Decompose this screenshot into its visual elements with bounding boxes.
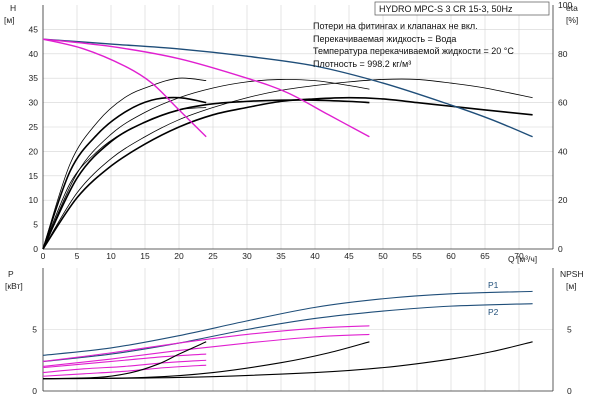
head-curve [42, 38, 370, 138]
note-temperature: Температура перекачиваемой жидкости = 20… [313, 46, 514, 56]
efficiency-tick-label: 60 [558, 98, 568, 108]
flow-tick-label: 0 [41, 251, 46, 261]
title-box [374, 1, 550, 16]
efficiency-curve [42, 96, 207, 250]
bottom-panel-tick-labels: 0 5 0 5 [32, 325, 572, 397]
flow-tick-label: 35 [276, 251, 286, 261]
flow-tick-label: 50 [378, 251, 388, 261]
head-tick-label: 40 [29, 49, 39, 59]
top-panel-grid [42, 5, 553, 250]
flow-tick-label: 30 [242, 251, 252, 261]
head-curves [42, 38, 533, 138]
power-curve [42, 325, 370, 363]
note-losses: Потери на фитингах и клапанах не вкл. [313, 21, 478, 31]
efficiency-tick-label: 40 [558, 146, 568, 156]
power-curve [42, 333, 370, 367]
top-panel-axes [42, 5, 554, 250]
head-tick-label: 10 [29, 195, 39, 205]
power-curve [42, 353, 207, 369]
bottom-panel-axes [42, 268, 554, 392]
npsh-curve [42, 341, 370, 380]
note-density: Плотность = 998.2 кг/м³ [313, 59, 411, 69]
head-tick-label: 20 [29, 146, 39, 156]
flow-tick-label: 55 [412, 251, 422, 261]
npsh-curve [42, 341, 533, 380]
head-curve [42, 38, 533, 138]
efficiency-tick-label: 0 [558, 244, 563, 254]
npsh-curves [42, 341, 533, 380]
top-panel-tick-labels: 0 5 10 15 20 25 30 35 40 45 50 55 60 65 70 0 5 10 15 20 25 30… [29, 0, 573, 261]
flow-tick-label: 15 [140, 251, 150, 261]
head-curve [42, 38, 207, 138]
head-tick-label: 45 [29, 24, 39, 34]
npsh-curve [42, 341, 207, 380]
flow-tick-label: 25 [208, 251, 218, 261]
power-tick-label: 0 [32, 386, 37, 396]
head-axis-name: H [10, 3, 16, 13]
note-liquid: Перекачиваемая жидкость = Вода [313, 34, 456, 44]
efficiency-curve [42, 96, 533, 250]
flow-tick-label: 10 [106, 251, 116, 261]
power-curve-p1 [42, 290, 533, 356]
flow-tick-label: 65 [480, 251, 490, 261]
power-curve [42, 359, 207, 374]
power-curves [42, 290, 533, 377]
efficiency-tick-label: 100 [558, 0, 572, 10]
power-curve-p2 [42, 303, 533, 363]
efficiency-axis-unit: [%] [566, 15, 578, 25]
p1-label: P1 [488, 280, 499, 290]
efficiency-tick-label: 20 [558, 195, 568, 205]
head-tick-label: 30 [29, 98, 39, 108]
npsh-axis-name: NPSH [560, 269, 584, 279]
p2-label: P2 [488, 307, 499, 317]
flow-tick-label: 5 [75, 251, 80, 261]
power-tick-label: 5 [32, 325, 37, 335]
head-tick-label: 5 [33, 220, 38, 230]
efficiency-axis-name: eta [566, 3, 578, 13]
head-tick-label: 25 [29, 122, 39, 132]
flow-tick-label: 40 [310, 251, 320, 261]
efficiency-curve [42, 77, 207, 250]
flow-axis-label: Q [м³/ч] [508, 254, 537, 264]
head-axis-unit: [м] [4, 15, 15, 25]
efficiency-curve [42, 99, 370, 250]
power-curve [42, 364, 207, 377]
flow-tick-label: 60 [446, 251, 456, 261]
chart-title: HYDRO MPC-S 3 CR 15-3, 50Hz [379, 4, 513, 14]
flow-tick-label: 70 [514, 251, 524, 261]
npsh-axis-unit: [м] [566, 281, 577, 291]
head-tick-label: 15 [29, 171, 39, 181]
head-tick-label: 35 [29, 73, 39, 83]
npsh-tick-label: 5 [567, 325, 572, 335]
efficiency-curves [42, 77, 533, 250]
npsh-tick-label: 0 [567, 386, 572, 396]
efficiency-curve [42, 78, 370, 250]
flow-tick-label: 20 [174, 251, 184, 261]
flow-tick-label: 45 [344, 251, 354, 261]
power-axis-unit: [кВт] [5, 281, 23, 291]
efficiency-tick-label: 80 [558, 49, 568, 59]
power-axis-name: P [8, 269, 14, 279]
head-tick-label: 0 [33, 244, 38, 254]
